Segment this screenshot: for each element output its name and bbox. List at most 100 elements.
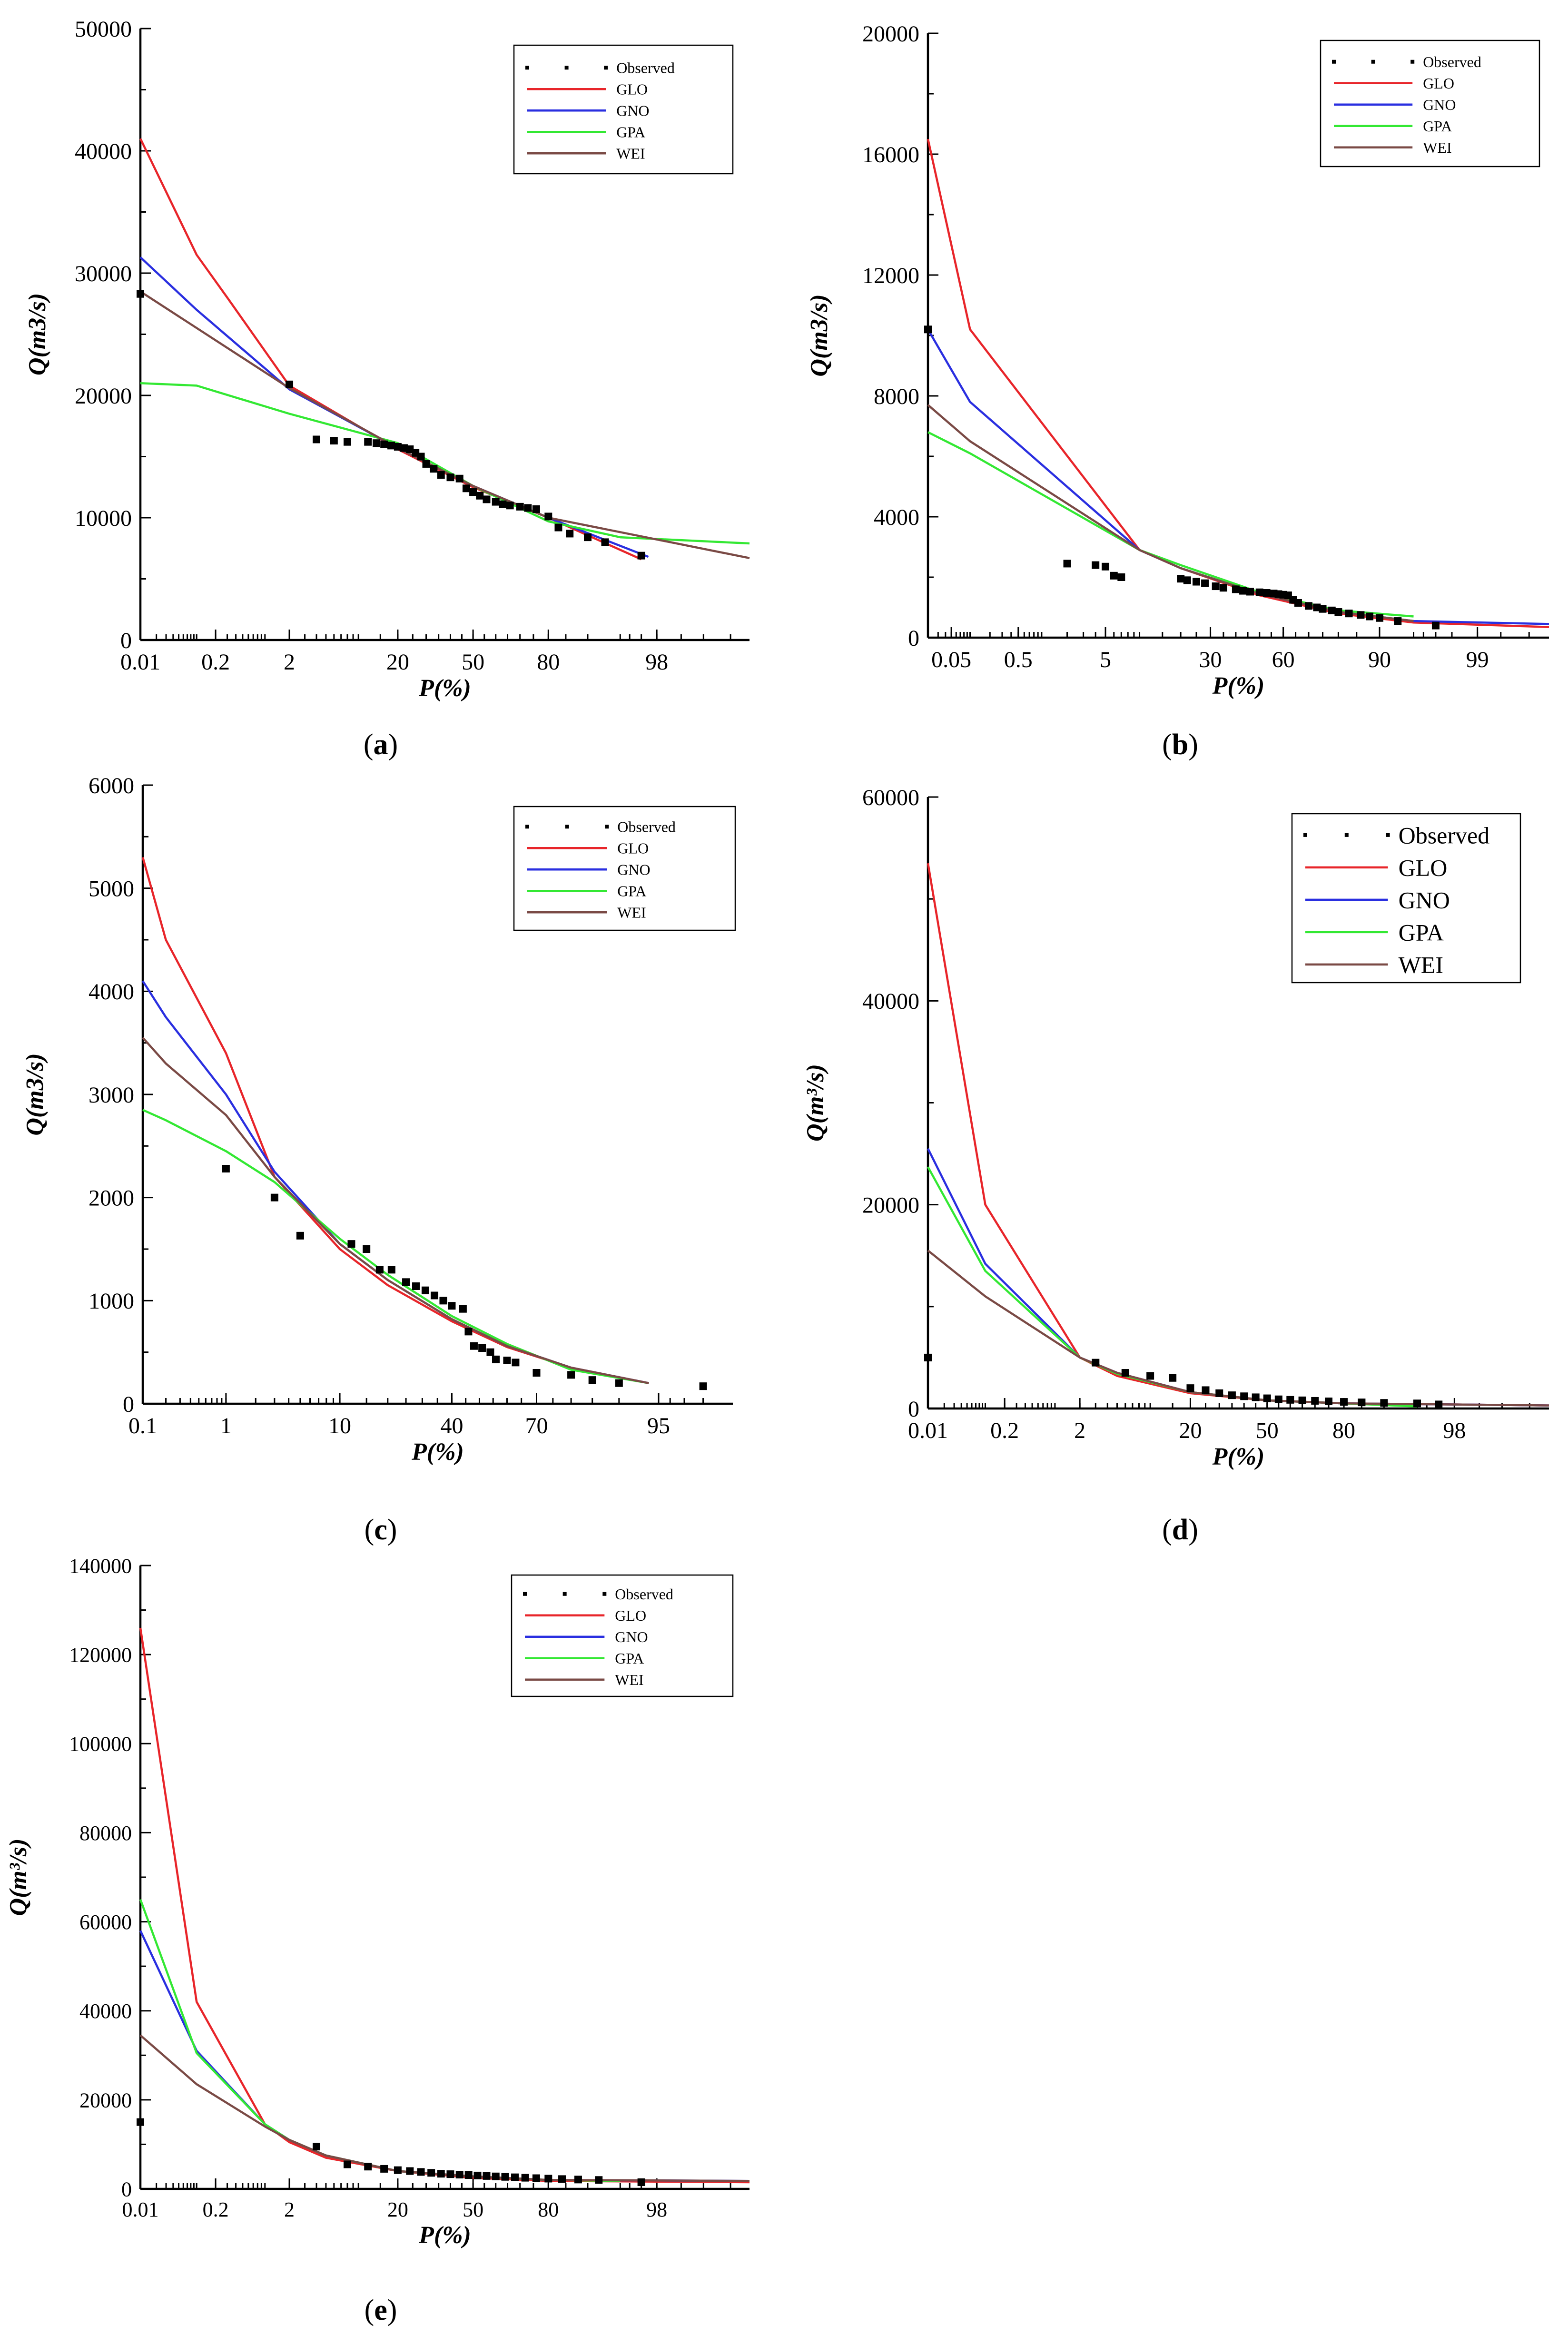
observed-point — [595, 2176, 603, 2184]
observed-point — [455, 474, 463, 483]
observed-point — [1110, 571, 1118, 580]
series-line-gpa — [142, 1109, 649, 1384]
series-line-gno — [139, 256, 649, 558]
observed-point — [1274, 1395, 1282, 1403]
observed-point — [1183, 576, 1191, 584]
observed-point — [533, 1369, 541, 1377]
series-line-glo — [139, 138, 642, 561]
observed-point — [1334, 608, 1342, 616]
chart-panel-e: 0 20000 40000 60000 80000 100000 120000 140000 0… — [0, 1554, 780, 2303]
observed-points — [222, 1165, 707, 1390]
legend-label-observed: Observed — [1399, 822, 1490, 848]
observed-point — [137, 290, 144, 298]
observed-point — [1366, 612, 1374, 620]
x-tick-label: 0.05 — [931, 647, 971, 672]
observed-point — [567, 1371, 575, 1379]
observed-point — [544, 512, 552, 521]
legend-label-glo: GLO — [615, 1607, 646, 1624]
observed-point — [506, 502, 514, 510]
x-tick-label: 2 — [284, 2198, 295, 2221]
observed-point — [380, 2165, 388, 2173]
observed-point — [1345, 610, 1353, 618]
series-line-gno — [927, 1148, 1549, 1407]
observed-point — [1263, 1394, 1271, 1402]
observed-point — [924, 325, 932, 334]
chart-d: 0 20000 40000 60000 0.01 0.2 2 20 50 80 98 P(%) Q(m³… — [802, 785, 1549, 1470]
observed-point — [1435, 1400, 1443, 1408]
observed-point — [1202, 1386, 1210, 1394]
observed-point — [1380, 1399, 1388, 1407]
axes: 0 20000 40000 60000 80000 100000 120000 140000 0… — [69, 1554, 749, 2221]
series-line-wei — [139, 2034, 750, 2182]
observed-point — [588, 1376, 596, 1384]
legend-label-observed: Observed — [616, 59, 675, 76]
observed-point — [313, 2143, 321, 2151]
observed-point — [421, 1286, 429, 1294]
legend-label-wei: WEI — [1399, 951, 1443, 978]
observed-point — [1212, 582, 1220, 591]
observed-point — [1215, 1389, 1223, 1397]
series-lines — [141, 857, 649, 1384]
x-tick-label: 40 — [440, 1413, 463, 1438]
legend-label-glo: GLO — [616, 80, 648, 98]
x-axis-title: P(%) — [418, 675, 471, 702]
axes: 0 1000 2000 3000 4000 5000 6000 0.1 1 10 40 70 95 — [89, 773, 733, 1438]
legend-marker-observed — [604, 66, 608, 70]
observed-point — [521, 2174, 529, 2182]
y-tick-label: 20000 — [862, 21, 919, 47]
observed-points — [924, 1353, 1443, 1408]
x-tick-label: 0.2 — [990, 1418, 1019, 1443]
y-tick-label: 8000 — [874, 384, 919, 409]
observed-point — [448, 1302, 456, 1310]
y-axis-title: Q(m3/s) — [21, 1053, 49, 1135]
legend-label-wei: WEI — [617, 904, 646, 921]
y-axis-title: Q(m3/s) — [24, 293, 51, 375]
x-tick-label: 0.01 — [120, 650, 160, 675]
observed-point — [296, 1231, 304, 1240]
observed-point — [1340, 1398, 1348, 1406]
caption-e: (e) — [364, 2294, 397, 2326]
observed-point — [1186, 1384, 1194, 1392]
series-line-gno — [927, 329, 1549, 625]
observed-point — [1431, 621, 1440, 630]
observed-point — [462, 484, 470, 492]
observed-point — [286, 380, 294, 388]
observed-point — [637, 2178, 645, 2186]
legend-marker-observed — [523, 1592, 527, 1596]
observed-point — [486, 1348, 494, 1356]
caption-b: (b) — [1162, 729, 1198, 761]
observed-point — [1262, 589, 1271, 597]
x-tick-label: 20 — [1179, 1418, 1202, 1443]
observed-point — [699, 1382, 707, 1390]
x-tick-label: 2 — [284, 650, 295, 675]
chart-panel-a: 0 10000 20000 30000 40000 50000 0.01 0.2 2 20 50 80… — [0, 0, 780, 733]
observed-point — [387, 442, 395, 450]
legend: Observed GLO GNO GPA WEI — [1320, 39, 1540, 167]
y-tick-label: 4000 — [874, 505, 919, 530]
chart-e: 0 20000 40000 60000 80000 100000 120000 140000 0… — [5, 1554, 750, 2249]
observed-point — [347, 1240, 355, 1248]
y-tick-label: 5000 — [89, 876, 134, 901]
observed-point — [1413, 1399, 1421, 1408]
x-tick-label: 98 — [646, 2198, 667, 2221]
observed-point — [532, 2174, 540, 2182]
observed-point — [427, 2169, 435, 2177]
observed-point — [417, 2168, 425, 2176]
legend-marker-observed — [1344, 833, 1349, 837]
legend-label-observed: Observed — [1423, 53, 1481, 70]
legend-label-gpa: GPA — [1423, 118, 1452, 135]
y-tick-label: 3000 — [89, 1083, 134, 1108]
observed-point — [584, 533, 592, 542]
legend-label-glo: GLO — [1423, 75, 1454, 92]
observed-point — [476, 492, 484, 500]
y-tick-label: 80000 — [79, 1822, 132, 1845]
observed-point — [1255, 588, 1263, 596]
x-tick-label: 80 — [538, 2198, 559, 2221]
observed-point — [478, 1344, 486, 1352]
y-tick-label: 12000 — [862, 263, 919, 288]
y-tick-label: 120000 — [69, 1644, 132, 1667]
legend-label-glo: GLO — [617, 839, 649, 857]
y-axis-title: Q(m³/s) — [802, 1064, 829, 1142]
legend-label-gpa: GPA — [615, 1650, 644, 1667]
y-tick-label: 10000 — [75, 506, 132, 531]
